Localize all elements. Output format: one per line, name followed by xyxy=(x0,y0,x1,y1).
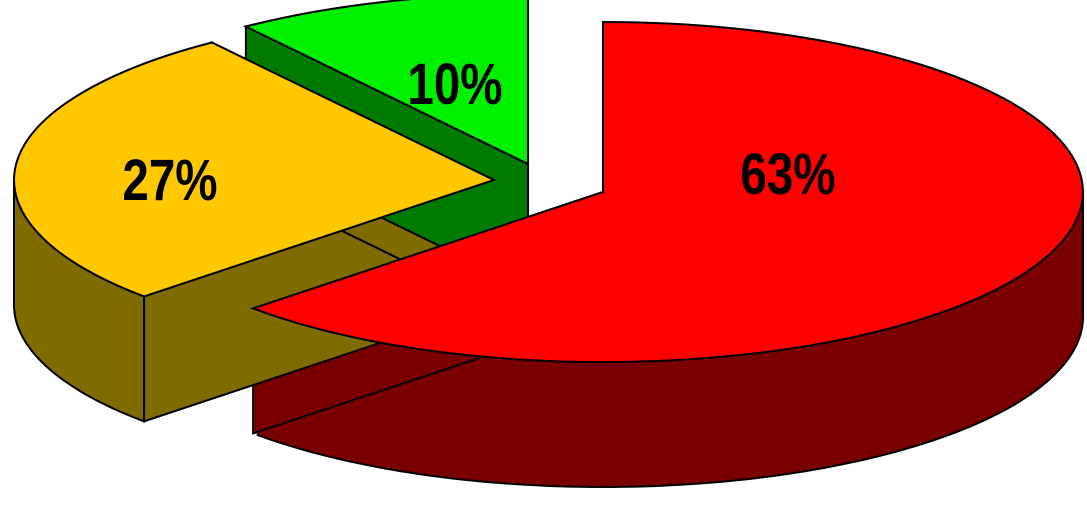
pie-labels: 63% 27% 10% xyxy=(122,53,835,214)
slice-label-63: 63% xyxy=(740,143,835,208)
pie-top-faces xyxy=(13,0,1084,363)
slice-label-10: 10% xyxy=(407,53,502,118)
slice-2-top-face xyxy=(243,0,529,166)
slice-label-27: 27% xyxy=(122,149,217,214)
slice-0-top-face xyxy=(250,20,1084,363)
slice-1-top-face xyxy=(13,41,497,298)
